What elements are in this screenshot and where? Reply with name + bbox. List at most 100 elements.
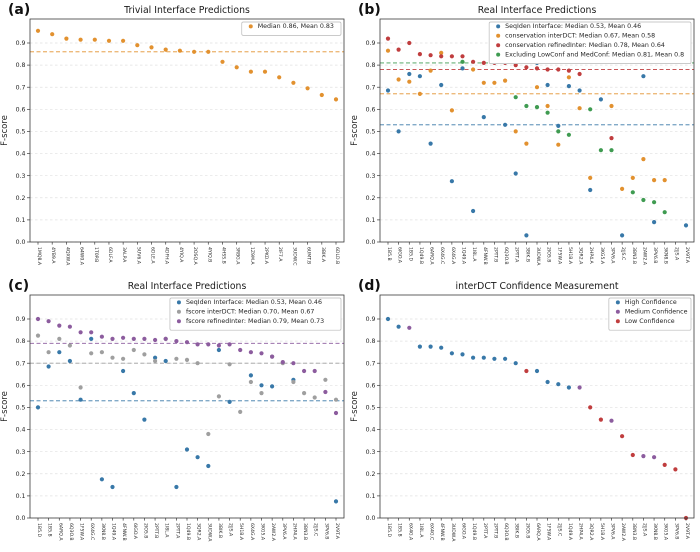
chart-a-canvas: 0.0 0.1 0.2 0.3 0.4 0.5 0.6 0.7 0.8 0.9 1MQ8.A 4YB9… — [0, 5, 345, 266]
data-point — [89, 351, 94, 356]
data-point — [67, 324, 72, 329]
data-point — [577, 106, 582, 111]
data-point — [270, 354, 275, 359]
data-point — [385, 48, 391, 53]
x-tick-label: 1Q49.A — [111, 523, 117, 541]
x-tick-label: 4HSS.B — [220, 247, 226, 264]
x-tick-label: 3BIK.B — [514, 523, 520, 538]
legend-marker-purple — [615, 309, 620, 314]
data-point — [609, 148, 614, 153]
x-tick-label: 1MQ8.A — [36, 247, 42, 266]
data-point — [227, 342, 232, 347]
x-tick-label: 1F5W.A — [546, 523, 552, 541]
legend-marker-blue — [496, 24, 501, 29]
y-tick-label: 0.8 — [16, 62, 26, 69]
data-point — [385, 36, 391, 41]
x-tick-label: 2OSQ.A — [192, 247, 198, 266]
x-tick-label: 1T0P.B — [93, 247, 99, 262]
chart-title: Trivial Interface Predictions — [123, 5, 250, 16]
data-point — [556, 142, 561, 147]
data-point — [598, 417, 603, 422]
data-point — [385, 316, 391, 322]
data-point — [652, 178, 657, 183]
data-point — [439, 82, 444, 88]
data-point — [460, 66, 465, 71]
data-point — [481, 60, 486, 65]
x-tick-label: 2HP4.A — [291, 523, 297, 541]
x-tick-label: 3BIK.B — [217, 523, 223, 538]
legend-entry: Low Confidence — [625, 318, 675, 325]
y-tick-label: 0.8 — [366, 62, 376, 69]
x-tick-label: 2JJS.C — [313, 523, 319, 536]
series-blue — [385, 60, 689, 238]
legend-marker-purple — [176, 319, 181, 324]
data-point — [259, 391, 264, 396]
data-point — [323, 377, 328, 382]
data-point — [121, 335, 126, 340]
data-point — [106, 38, 112, 43]
data-point — [641, 74, 646, 79]
y-tick-label: 0.0 — [16, 239, 26, 246]
legend-entry: conservation refinedInter: Median 0.78, … — [505, 42, 665, 49]
data-point — [333, 499, 339, 504]
data-point — [417, 52, 422, 57]
data-point — [620, 233, 625, 238]
y-tick-label: 0.2 — [366, 471, 376, 478]
data-point — [163, 336, 168, 341]
x-tick-label: 2AW2.A — [620, 523, 626, 542]
data-point — [78, 397, 83, 402]
data-point — [524, 103, 529, 109]
data-point — [277, 75, 282, 80]
x-tick-label: 4YIQ.B — [206, 247, 212, 262]
data-point — [620, 186, 625, 191]
data-point — [641, 157, 646, 162]
x-tick-label: 1Q49.A — [461, 247, 467, 265]
x-tick-label: 3BN3.B — [631, 523, 637, 540]
data-point — [78, 330, 83, 335]
x-tick-label: 1B5.D — [386, 523, 392, 537]
data-point — [35, 28, 41, 33]
panel-c: (c) 0.0 0.1 0.2 0.3 0.4 0.5 0.6 0.7 0.8 0.9 1B5.D 1… — [0, 276, 350, 552]
y-tick-label: 0.0 — [366, 239, 376, 246]
y-tick-label: 0.1 — [366, 493, 376, 500]
x-tick-label: 3PV6.B — [323, 523, 329, 539]
x-tick-label: 3UDW.C — [291, 247, 297, 266]
data-point — [92, 37, 97, 42]
x-tick-label: 3PV6.B — [673, 523, 679, 539]
x-tick-label: 1B5.D — [407, 247, 413, 261]
x-tick-label: 3QR2.A — [196, 523, 202, 541]
gridlines — [30, 318, 344, 519]
legend: SeqIden Interface: Median 0.53, Mean 0.4… — [169, 297, 342, 331]
x-tick-label: 4FNW.B — [121, 523, 127, 541]
data-point — [121, 356, 126, 361]
x-tick-label: 3BN3.B — [302, 523, 308, 540]
data-point — [385, 88, 391, 93]
legend-entry: Medium Confidence — [625, 309, 688, 316]
x-tick-label: 3ALP.A — [121, 247, 127, 263]
x-tick-label: 2JJS.A — [228, 523, 234, 537]
x-tick-label: 2JJS.C — [556, 523, 562, 536]
x-tick-label: 64W0.A — [79, 247, 85, 266]
x-tick-label: 1F5W.A — [79, 523, 85, 541]
data-point — [206, 463, 211, 469]
data-point — [524, 65, 529, 70]
legend: High Confidence Medium Confidence Low Conf… — [608, 297, 692, 331]
x-tick-label: 2IO5.B — [142, 523, 148, 538]
data-point — [149, 45, 154, 50]
data-point — [428, 344, 433, 349]
data-point — [545, 103, 550, 109]
data-point — [35, 316, 41, 322]
data-point — [396, 47, 401, 52]
data-point — [449, 54, 454, 59]
data-point — [110, 355, 115, 360]
series-orange — [385, 48, 667, 191]
data-point — [234, 65, 239, 70]
data-point — [248, 69, 253, 74]
data-point — [566, 132, 571, 137]
data-point — [195, 342, 200, 347]
data-point — [439, 345, 444, 350]
legend-marker-blue — [615, 300, 620, 305]
data-point — [577, 71, 582, 77]
data-point — [99, 350, 104, 355]
legend-marker-orange — [248, 24, 253, 29]
